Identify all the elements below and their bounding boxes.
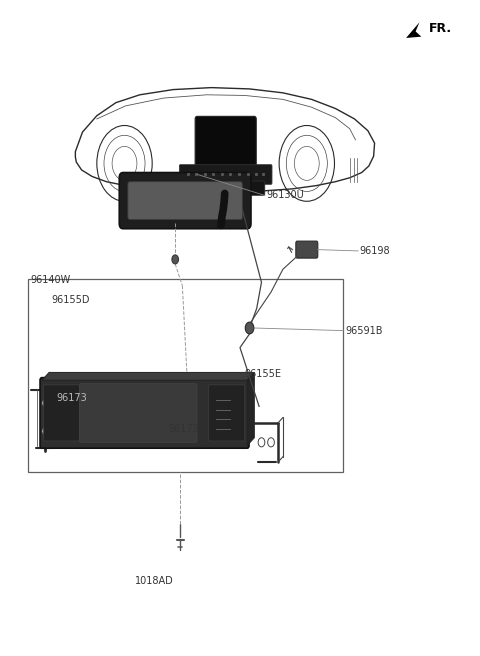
Text: 1018AD: 1018AD — [135, 577, 173, 586]
FancyBboxPatch shape — [119, 173, 251, 229]
Circle shape — [268, 438, 275, 447]
FancyBboxPatch shape — [296, 241, 318, 258]
Polygon shape — [247, 373, 254, 445]
Text: 96173: 96173 — [168, 424, 199, 434]
Circle shape — [172, 255, 179, 264]
Text: 96173: 96173 — [56, 393, 87, 403]
Circle shape — [42, 426, 48, 436]
Circle shape — [245, 322, 254, 334]
Text: 96130U: 96130U — [266, 190, 304, 200]
Bar — [28, 279, 343, 472]
Text: 96155D: 96155D — [51, 295, 90, 305]
FancyBboxPatch shape — [220, 194, 230, 205]
Polygon shape — [42, 373, 254, 380]
FancyBboxPatch shape — [43, 385, 80, 441]
Circle shape — [258, 438, 265, 447]
Text: 96155E: 96155E — [245, 369, 282, 379]
FancyBboxPatch shape — [128, 182, 242, 220]
FancyBboxPatch shape — [189, 181, 265, 195]
Text: 96140W: 96140W — [30, 275, 70, 285]
FancyBboxPatch shape — [195, 116, 256, 169]
Text: FR.: FR. — [429, 22, 452, 35]
Polygon shape — [406, 22, 421, 38]
Circle shape — [42, 399, 48, 407]
FancyBboxPatch shape — [180, 165, 272, 184]
FancyBboxPatch shape — [80, 384, 197, 442]
FancyBboxPatch shape — [40, 378, 249, 448]
FancyBboxPatch shape — [208, 385, 245, 441]
Text: 96198: 96198 — [360, 246, 390, 256]
Text: 96591B: 96591B — [345, 325, 383, 336]
